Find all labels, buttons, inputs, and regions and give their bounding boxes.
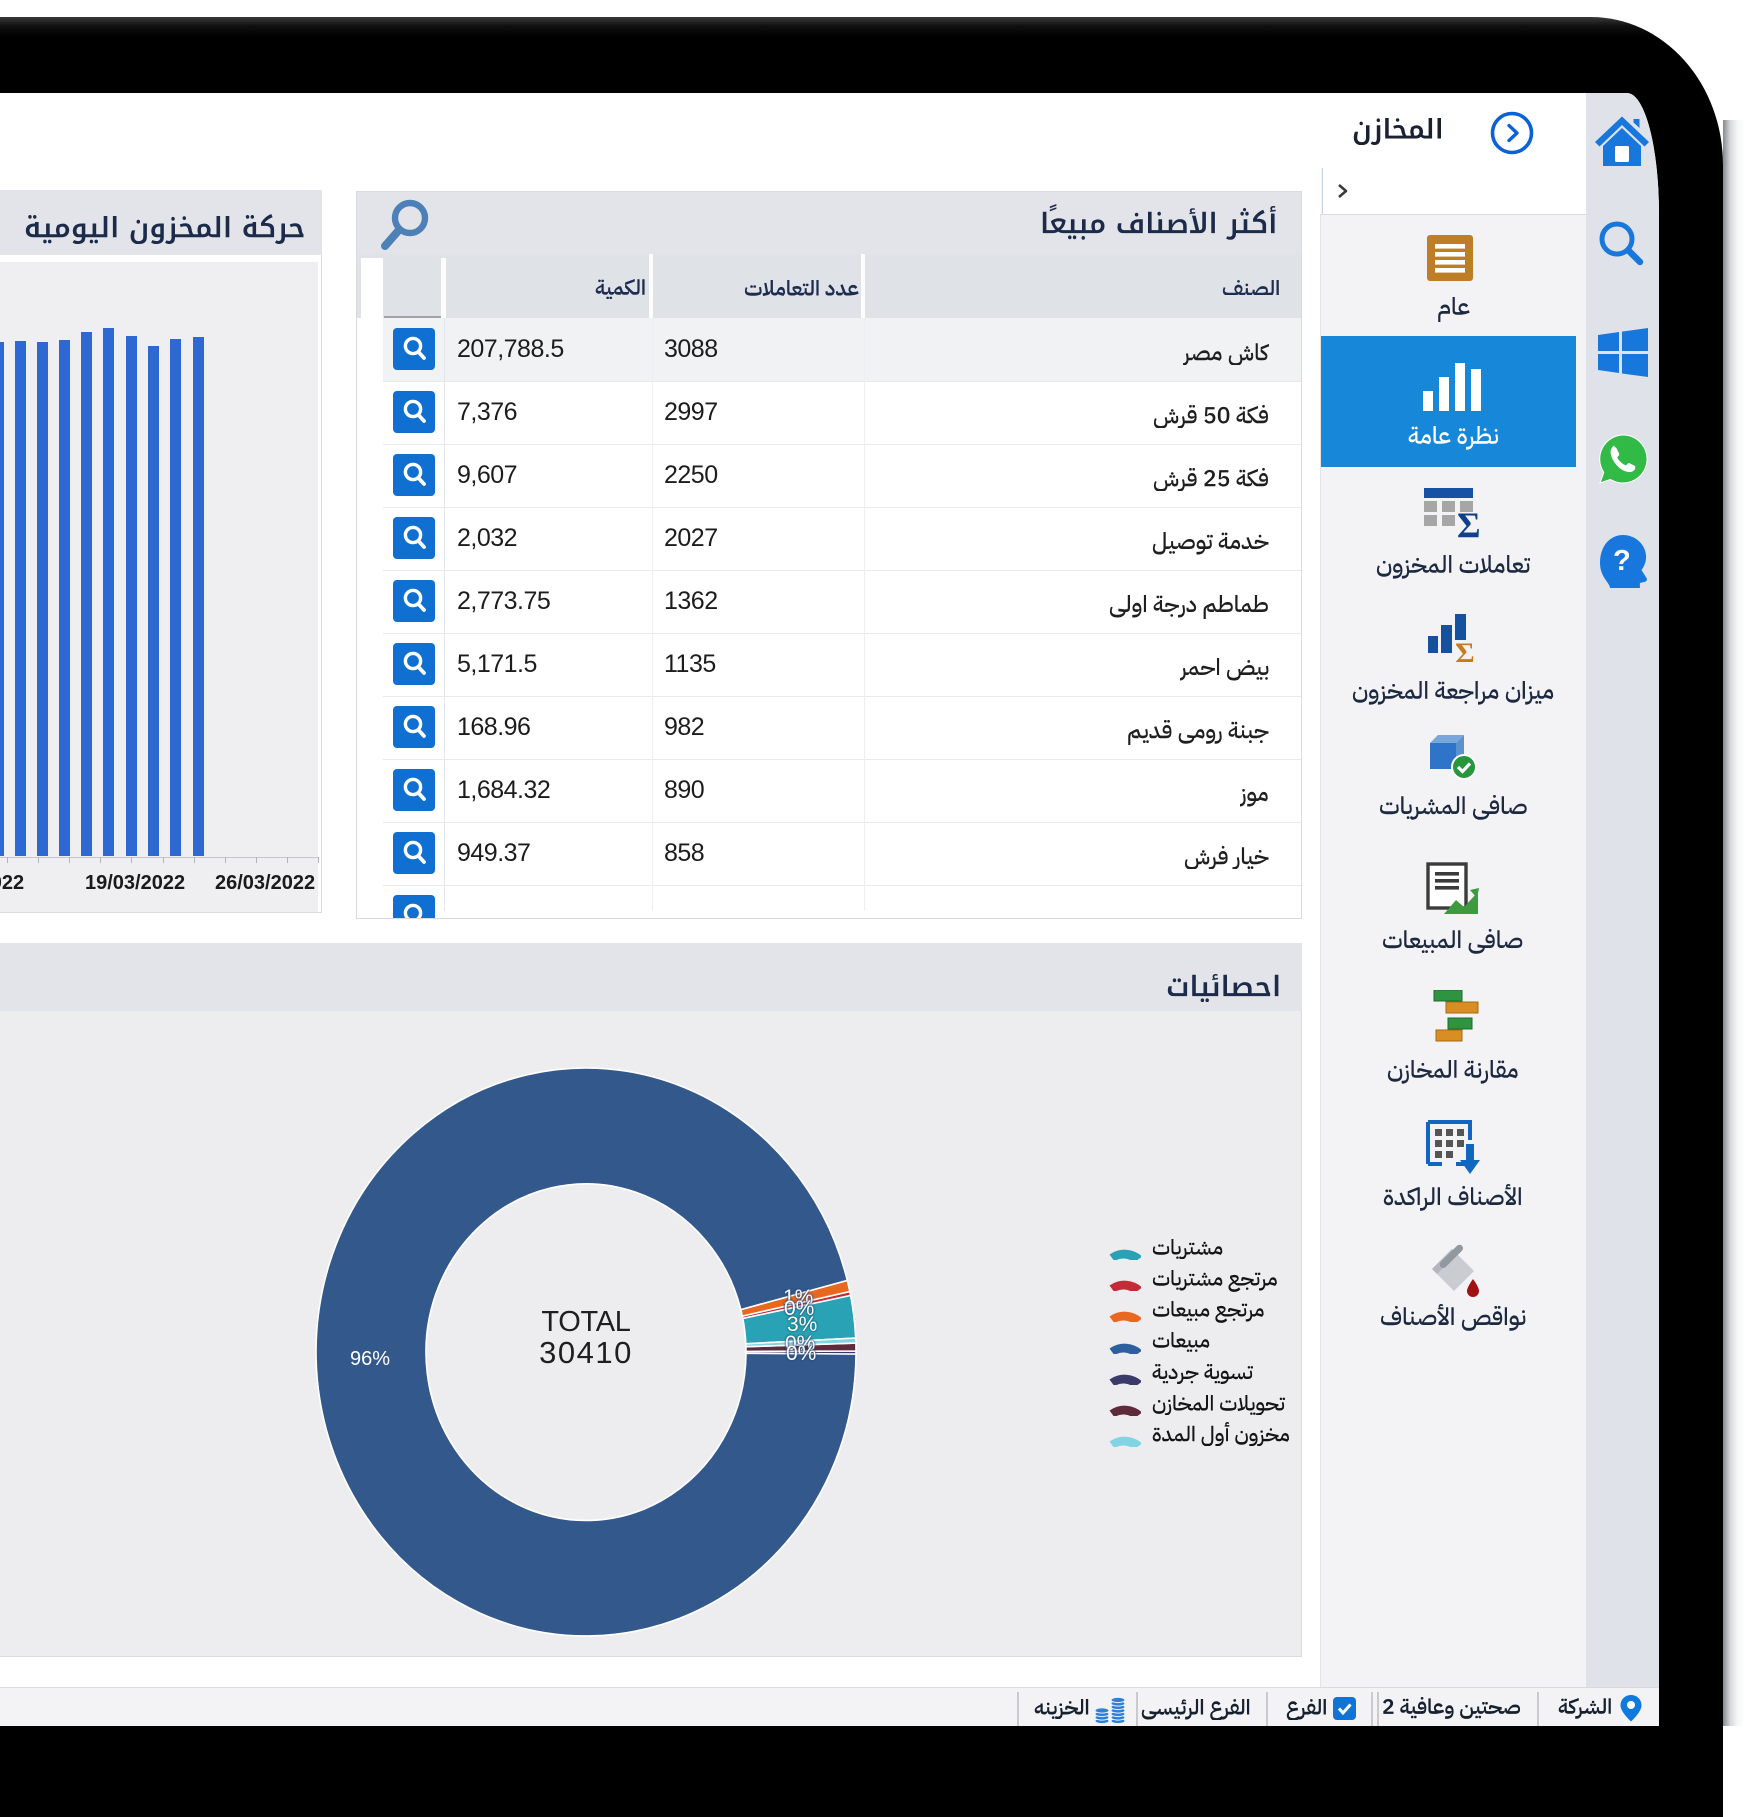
- svg-text:Σ: Σ: [1457, 505, 1481, 538]
- svg-text:?: ?: [1613, 545, 1631, 577]
- svg-text:Σ: Σ: [1455, 637, 1475, 662]
